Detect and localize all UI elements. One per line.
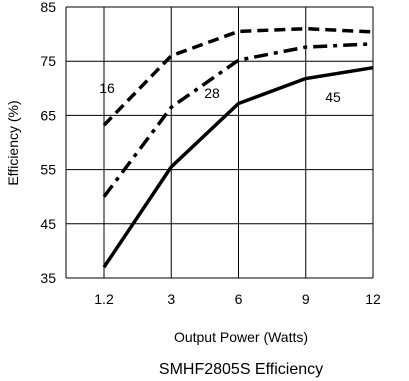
y-axis-title: Efficiency (%) bbox=[5, 100, 21, 185]
x-tick-label: 1.2 bbox=[94, 291, 114, 307]
series-label-16: 16 bbox=[99, 80, 115, 96]
chart-title: SMHF2805S Efficiency bbox=[159, 361, 323, 378]
series-label-45: 45 bbox=[325, 89, 341, 105]
y-tick-label: 45 bbox=[40, 216, 56, 232]
x-tick-label: 3 bbox=[167, 291, 175, 307]
y-tick-label: 35 bbox=[40, 270, 56, 286]
y-tick-labels: 35 45 55 65 75 85 bbox=[40, 0, 56, 286]
series-labels: 16 28 45 bbox=[99, 80, 341, 105]
x-tick-label: 9 bbox=[302, 291, 310, 307]
series-line-45 bbox=[102, 65, 374, 269]
x-tick-labels: 1.2 3 6 9 12 bbox=[94, 291, 381, 307]
series-lines bbox=[102, 26, 374, 269]
series-label-28: 28 bbox=[204, 85, 220, 101]
grid bbox=[65, 6, 374, 279]
y-tick-label: 55 bbox=[40, 162, 56, 178]
series-line-16 bbox=[102, 26, 374, 127]
y-tick-label: 85 bbox=[40, 0, 56, 15]
y-tick-label: 65 bbox=[40, 107, 56, 123]
x-tick-label: 6 bbox=[235, 291, 243, 307]
x-axis-title: Output Power (Watts) bbox=[174, 329, 308, 345]
x-tick-label: 12 bbox=[365, 291, 381, 307]
y-tick-label: 75 bbox=[40, 53, 56, 69]
